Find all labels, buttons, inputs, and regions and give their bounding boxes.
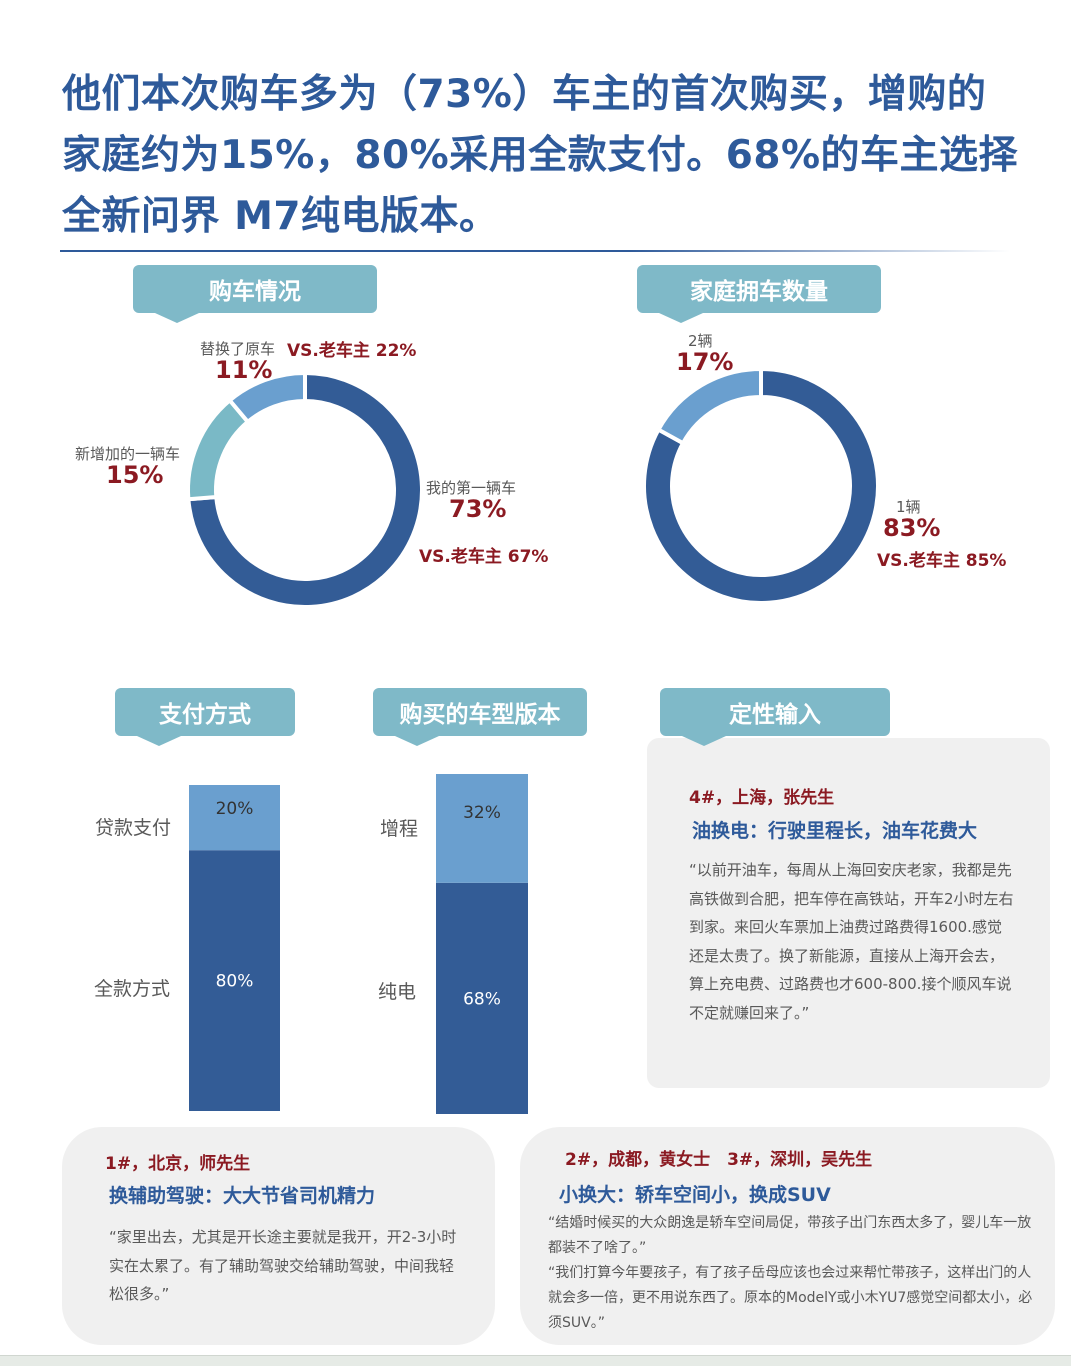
bar-value-label: 68% bbox=[463, 989, 501, 1009]
quote-card-1 bbox=[62, 1127, 495, 1345]
quote-text: “结婚时候买的大众朗逸是轿车空间局促，带孩子出门东西太多了，婴儿车一放都装不了啥… bbox=[548, 1215, 1032, 1256]
quote-author: 4#，上海，张先生 bbox=[689, 788, 835, 808]
page-title: 他们本次购车多为（73%）车主的首次购买，增购的家庭约为15%，80%采用全款支… bbox=[62, 72, 1019, 239]
bar-label-bev: 纯电 bbox=[378, 981, 417, 1003]
bar-value-label: 32% bbox=[463, 803, 501, 823]
quote-headline: 小换大：轿车空间小，换成SUV bbox=[559, 1184, 831, 1206]
slice-pct-replace: 11% bbox=[215, 356, 273, 384]
quote-headline: 换辅助驾驶：大大节省司机精力 bbox=[109, 1185, 376, 1207]
slice-pct-first: 73% bbox=[449, 495, 507, 523]
slice-label-replace: 替换了原车 bbox=[200, 340, 276, 358]
slice-pct-one-car: 83% bbox=[883, 514, 941, 542]
bar-segment bbox=[436, 882, 528, 1114]
donut-slice bbox=[186, 370, 424, 609]
donut-slice bbox=[655, 366, 763, 446]
bar-value-label: 20% bbox=[216, 799, 254, 819]
quote-author: 1#，北京，师先生 bbox=[105, 1154, 251, 1174]
slice-vs-replace: VS.老车主 22% bbox=[287, 341, 417, 361]
quote-author: 2#，成都，黄女士 3#，深圳，吴先生 bbox=[565, 1150, 873, 1170]
slice-vs-one-car: VS.老车主 85% bbox=[877, 551, 1007, 571]
bar-label-erev: 增程 bbox=[380, 818, 419, 840]
section-tab-purchase: 购车情况 bbox=[133, 265, 377, 323]
quote-card-2-3 bbox=[520, 1127, 1055, 1345]
bar-value-label: 80% bbox=[216, 972, 254, 992]
bar-label-full: 全款方式 bbox=[94, 978, 171, 1000]
section-tab-qualitative: 定性输入 bbox=[660, 688, 890, 746]
slice-pct-two-cars: 17% bbox=[676, 348, 734, 376]
quote-card-4 bbox=[647, 738, 1050, 1088]
section-tab-household: 家庭拥车数量 bbox=[637, 265, 881, 323]
donut-slice bbox=[642, 366, 880, 605]
slice-pct-additional: 15% bbox=[106, 461, 164, 489]
section-tab-payment: 支付方式 bbox=[115, 688, 295, 746]
slice-label-additional: 新增加的一辆车 bbox=[75, 445, 181, 463]
bottom-strip bbox=[0, 1355, 1071, 1366]
slice-label-one-car: 1辆 bbox=[896, 498, 921, 516]
slice-label-two-cars: 2辆 bbox=[688, 332, 713, 350]
quote-text: “家里出去，尤其是开长途主要就是我开，开2-3小时实在太累了。有了辅助驾驶交给辅… bbox=[109, 1228, 457, 1304]
bar-segment bbox=[189, 850, 280, 1111]
bar-label-loan: 贷款支付 bbox=[95, 817, 172, 839]
title-divider bbox=[60, 250, 1010, 252]
slice-vs-first: VS.老车主 67% bbox=[419, 547, 549, 567]
bar-segment bbox=[189, 785, 280, 851]
donut-slice bbox=[226, 370, 307, 425]
donut-slice bbox=[186, 397, 251, 502]
quote-text: “以前开油车，每周从上海回安庆老家，我都是先高铁做到合肥，把车停在高铁站，开车2… bbox=[689, 861, 1014, 1022]
section-tab-version: 购买的车型版本 bbox=[373, 688, 587, 746]
bar-segment bbox=[436, 774, 528, 883]
slice-label-first: 我的第一辆车 bbox=[426, 479, 517, 497]
quote-text: “我们打算今年要孩子，有了孩子岳母应该也会过来帮忙带孩子，这样出门的人就会多一倍… bbox=[548, 1265, 1033, 1331]
quote-headline: 油换电：行驶里程长，油车花费大 bbox=[692, 820, 978, 842]
